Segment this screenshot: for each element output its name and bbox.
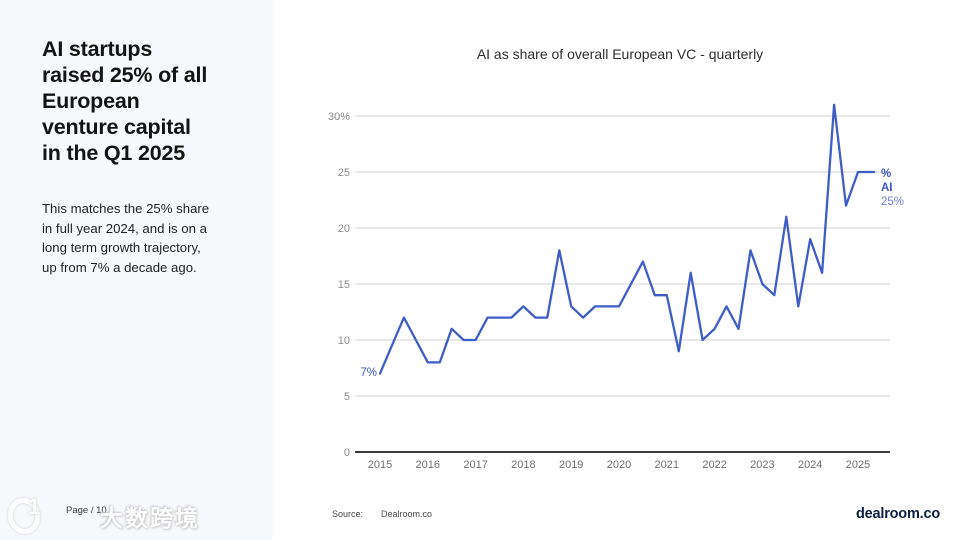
x-tick-label: 2025 — [846, 459, 870, 471]
source-name: Dealroom.co — [381, 509, 433, 519]
x-tick-label: 2016 — [416, 459, 440, 471]
sidebar: AI startups raised 25% of all European vent… — [0, 0, 273, 540]
y-tick-label: 15 — [338, 279, 350, 291]
start-annotation: 7% — [360, 367, 377, 379]
source-prefix: Source: — [332, 509, 364, 519]
ai-share-line — [378, 103, 876, 375]
watermark-logo-icon: 1 — [4, 494, 44, 537]
chart-title: AI as share of overall European VC - qua… — [476, 46, 764, 62]
series-label: AI — [881, 182, 893, 194]
headline: AI startups raised 25% of all European vent… — [42, 37, 208, 165]
x-tick-label: 2024 — [798, 459, 822, 471]
page-number: Page / 10 — [66, 505, 107, 516]
series-value: 25% — [881, 196, 904, 208]
dealroom-logo: dealroom.co — [855, 506, 940, 522]
x-tick-label: 2017 — [463, 459, 487, 471]
x-tick-label: 2019 — [559, 459, 583, 471]
y-tick-label: 25 — [338, 167, 350, 179]
watermark-one-glyph: 1 — [28, 494, 41, 519]
x-tick-label: 2015 — [368, 459, 392, 471]
watermark-text: 大数跨境 — [100, 505, 200, 531]
source-line: Source: Dealroom.co — [332, 509, 432, 519]
y-tick-label: 10 — [338, 335, 350, 347]
y-tick-label: 5 — [344, 391, 350, 403]
x-tick-label: 2022 — [702, 459, 726, 471]
y-tick-label: 30% — [328, 111, 350, 123]
series-label: % — [881, 168, 891, 180]
x-tick-label: 2018 — [511, 459, 535, 471]
x-tick-label: 2020 — [607, 459, 631, 471]
y-tick-label: 20 — [338, 223, 350, 235]
x-tick-label: 2021 — [655, 459, 679, 471]
y-tick-label: 0 — [344, 447, 350, 459]
x-tick-label: 2023 — [750, 459, 774, 471]
headline-subtext: This matches the 25% share in full year 2… — [42, 201, 210, 275]
